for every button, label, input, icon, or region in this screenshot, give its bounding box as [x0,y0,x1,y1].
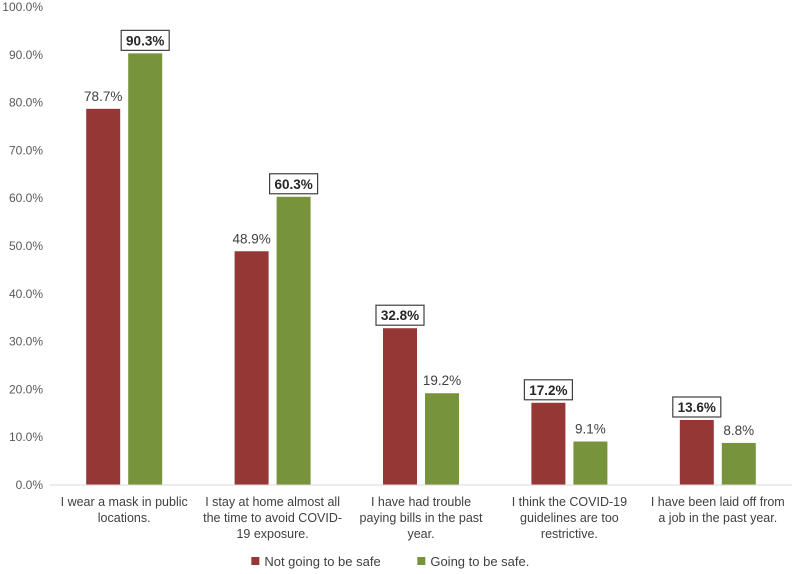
x-tick-label-line: year. [407,527,434,541]
x-tick-label-line: I have had trouble [371,495,471,509]
x-tick-label-line: restrictive. [541,527,598,541]
y-tick-label: 50.0% [9,239,43,253]
x-tick-label-line: I think the COVID-19 [512,495,627,509]
y-tick-label: 30.0% [9,335,43,349]
bar [234,251,269,485]
y-tick-label: 10.0% [9,430,43,444]
legend-swatch [417,557,426,565]
bar [721,442,756,485]
legend-label: Going to be safe. [430,554,529,569]
y-tick-label: 0.0% [16,478,44,492]
bar [573,441,608,485]
data-label: 9.1% [575,422,606,437]
y-tick-label: 40.0% [9,287,43,301]
x-tick-label: I stay at home almost all the time to avo… [203,495,342,541]
x-tick-label-line: I have been laid off from [651,495,785,509]
x-tick-label: I have been laid off from a job in the pa… [651,495,785,525]
data-label: 90.3% [126,33,164,48]
y-axis: 0.0% 10.0% 20.0% 30.0% 40.0% 50.0% 60.0% 70.0% 8… [2,0,43,492]
legend-swatch [251,557,260,565]
x-axis: I wear a mask in public locations. I stay … [50,484,792,541]
data-label: 32.8% [381,308,419,323]
data-label-box [523,379,574,401]
data-label: 78.7% [84,89,122,104]
bar [383,328,417,485]
y-tick-label: 80.0% [9,96,43,110]
data-label: 60.3% [274,177,312,192]
data-label-box [672,396,722,418]
x-tick-label: I wear a mask in public locations. [61,495,188,525]
x-tick-label-line: a job in the past year. [658,511,777,525]
legend-label: Not going to be safe [264,554,380,569]
bar [425,393,459,485]
y-tick-label: 90.0% [9,48,43,62]
x-tick-label: I have had trouble paying bills in the pa… [360,495,484,541]
y-tick-label: 60.0% [9,191,43,205]
y-tick-label: 20.0% [9,382,43,396]
bars [86,53,756,486]
bar [679,419,714,485]
data-label: 19.2% [423,373,461,388]
bar [128,53,163,486]
x-tick-label-line: paying bills in the past [360,511,484,525]
x-tick-label: I think the COVID-19 guidelines are too re… [512,495,627,541]
data-label-box [120,29,170,51]
data-label: 48.9% [232,231,270,246]
data-labels: 78.7% 90.3% 48.9% 60.3% 32.8% 19.2% 17.2% 9.1% 1… [84,29,754,438]
data-label-box [375,304,425,326]
data-label: 17.2% [529,383,567,398]
y-tick-label: 100.0% [2,0,43,14]
legend: Not going to be safe Going to be safe. [251,554,529,569]
data-label-box [269,173,319,195]
bar [86,108,121,486]
bar [276,196,311,486]
x-tick-label-line: I wear a mask in public [61,495,188,509]
bar [531,402,566,485]
data-label: 8.8% [723,423,754,438]
x-tick-label-line: guidelines are too [520,511,619,525]
x-tick-label-line: 19 exposure. [236,527,308,541]
data-label: 13.6% [678,400,716,415]
x-tick-label-line: the time to avoid COVID- [203,511,342,525]
y-tick-label: 70.0% [9,143,43,157]
x-tick-label-line: I stay at home almost all [205,495,340,509]
x-tick-label-line: locations. [98,511,151,525]
